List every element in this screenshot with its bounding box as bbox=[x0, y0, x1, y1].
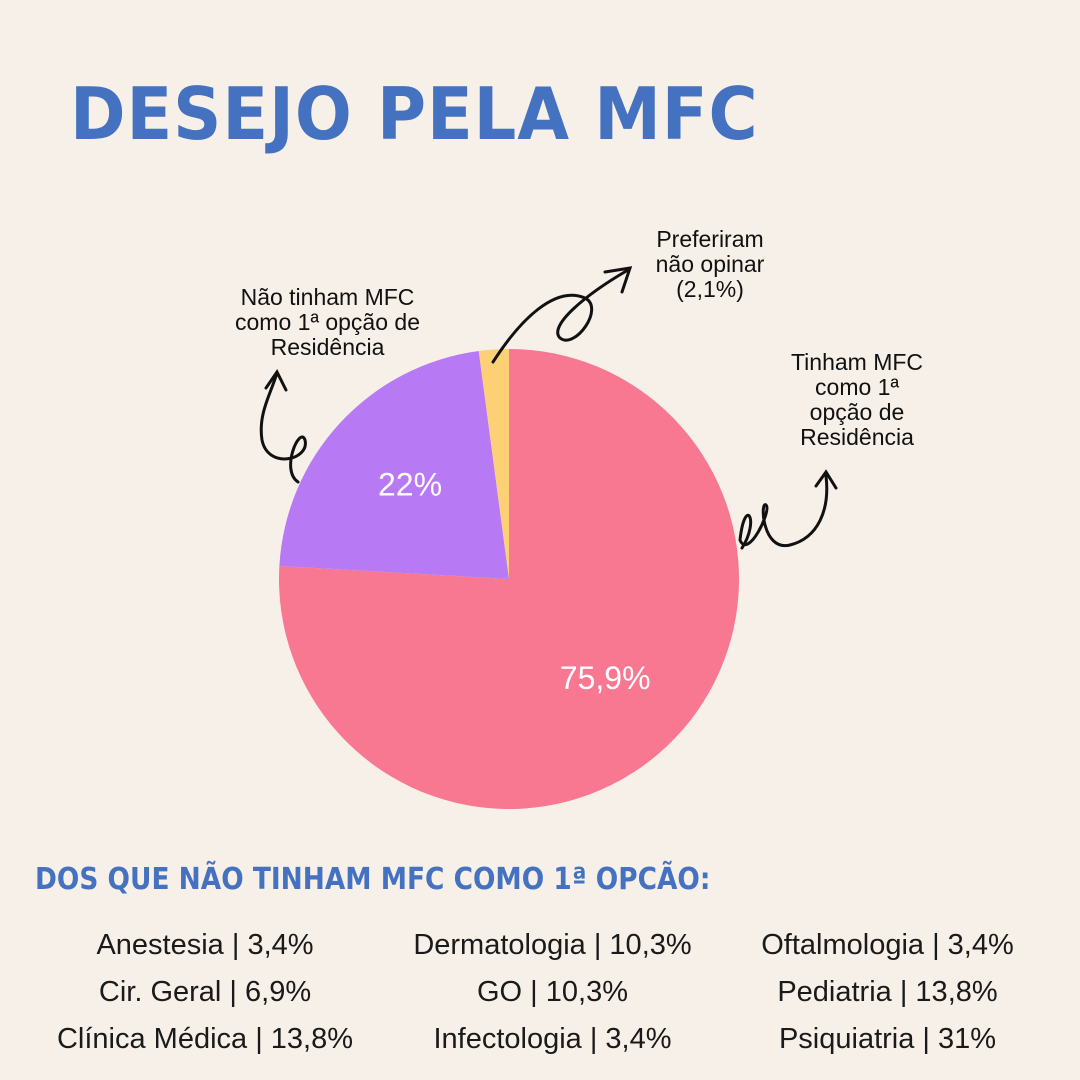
arrow-head-no-opinion-icon bbox=[603, 266, 633, 294]
pie-slice-1 bbox=[279, 350, 509, 579]
specialty-item: Oftalmologia | 3,4% bbox=[761, 929, 1014, 961]
label-nao-tinham: Não tinham MFC como 1ª opção de Residênc… bbox=[235, 284, 420, 360]
pie-chart: 75,9% 22% bbox=[259, 266, 838, 809]
specialty-row: Anestesia | 3,4% Dermatologia | 10,3% Of… bbox=[30, 922, 1050, 969]
section-subtitle: DOS QUE NÃO TINHAM MFC COMO 1ª OPCÃO: bbox=[35, 862, 711, 897]
page-title: DESEJO PELA MFC bbox=[70, 72, 759, 156]
arrow-not-mfc-icon bbox=[259, 374, 307, 484]
pie-slice-2 bbox=[478, 349, 509, 579]
specialty-item: Pediatria | 13,8% bbox=[777, 976, 998, 1008]
arrow-head-not-mfc-icon bbox=[264, 369, 288, 392]
pie-value-label-1: 22% bbox=[378, 467, 442, 503]
label-tinham: Tinham MFC como 1ª opção de Residência bbox=[790, 349, 924, 450]
specialty-item: GO | 10,3% bbox=[477, 976, 628, 1008]
specialty-item: Psiquiatria | 31% bbox=[778, 1023, 997, 1055]
specialty-item: Clínica Médica | 13,8% bbox=[56, 1023, 354, 1055]
specialty-item: Dermatologia | 10,3% bbox=[413, 929, 692, 961]
specialty-item: Anestesia | 3,4% bbox=[96, 929, 314, 961]
pie-value-label-0: 75,9% bbox=[560, 660, 651, 696]
label-preferiram: Preferiram não opinar (2,1%) bbox=[655, 226, 765, 302]
arrow-no-opinion-icon bbox=[491, 268, 630, 364]
specialty-item: Cir. Geral | 6,9% bbox=[98, 976, 312, 1008]
specialty-item: Infectologia | 3,4% bbox=[433, 1023, 672, 1055]
arrow-mfc-icon bbox=[738, 474, 829, 550]
specialty-row: Clínica Médica | 13,8% Infectologia | 3,… bbox=[30, 1016, 1050, 1063]
specialty-row: Cir. Geral | 6,9% GO | 10,3% Pediatria |… bbox=[30, 969, 1050, 1016]
specialties-grid: Anestesia | 3,4% Dermatologia | 10,3% Of… bbox=[30, 922, 1050, 1063]
arrow-head-mfc-icon bbox=[814, 469, 838, 490]
